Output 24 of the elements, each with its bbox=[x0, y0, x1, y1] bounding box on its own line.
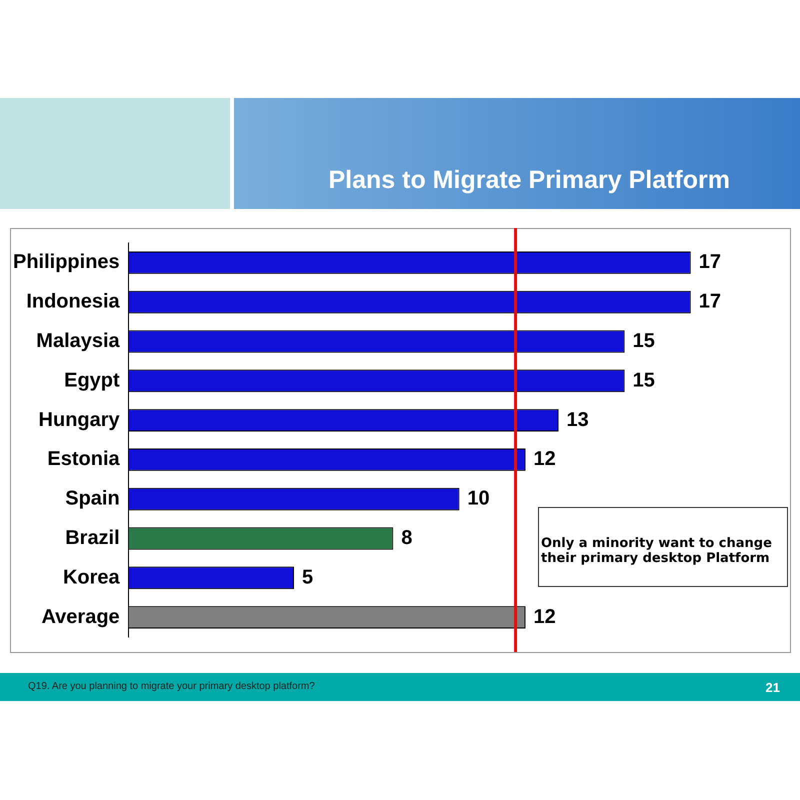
data-label: 17 bbox=[698, 290, 722, 313]
y-tick-label: Indonesia bbox=[26, 290, 121, 313]
text: Q19. Are you planning to migrate your primary desktop platform? bbox=[28, 681, 315, 692]
y-tick-label: Spain bbox=[65, 488, 120, 510]
data-label: 8 bbox=[401, 527, 412, 550]
y-tick-label: Egypt bbox=[64, 369, 120, 392]
y-tick-label: Hungary bbox=[38, 408, 121, 431]
text-box: Only a minority want to change their primary desktop Platform bbox=[538, 507, 788, 587]
y-tick-label: Malaysia bbox=[36, 330, 121, 352]
y-tick-label: Estonia bbox=[47, 448, 121, 470]
chart-title: Plans to Migrate Primary Platform bbox=[328, 166, 730, 195]
data-label: 15 bbox=[632, 369, 655, 392]
data-label: 10 bbox=[467, 488, 490, 510]
y-tick-label: Philippines bbox=[12, 251, 120, 274]
data-label: 17 bbox=[698, 251, 722, 274]
data-label: 12 bbox=[533, 448, 556, 470]
y-tick-label: Brazil bbox=[65, 527, 120, 550]
data-label: 13 bbox=[566, 408, 589, 431]
text: 21 bbox=[766, 680, 780, 695]
y-tick-label: Korea bbox=[62, 566, 121, 588]
data-label: 15 bbox=[632, 330, 655, 352]
data-label: 12 bbox=[533, 606, 556, 628]
data-label: 5 bbox=[302, 566, 314, 588]
y-tick-label: Average bbox=[41, 606, 120, 628]
